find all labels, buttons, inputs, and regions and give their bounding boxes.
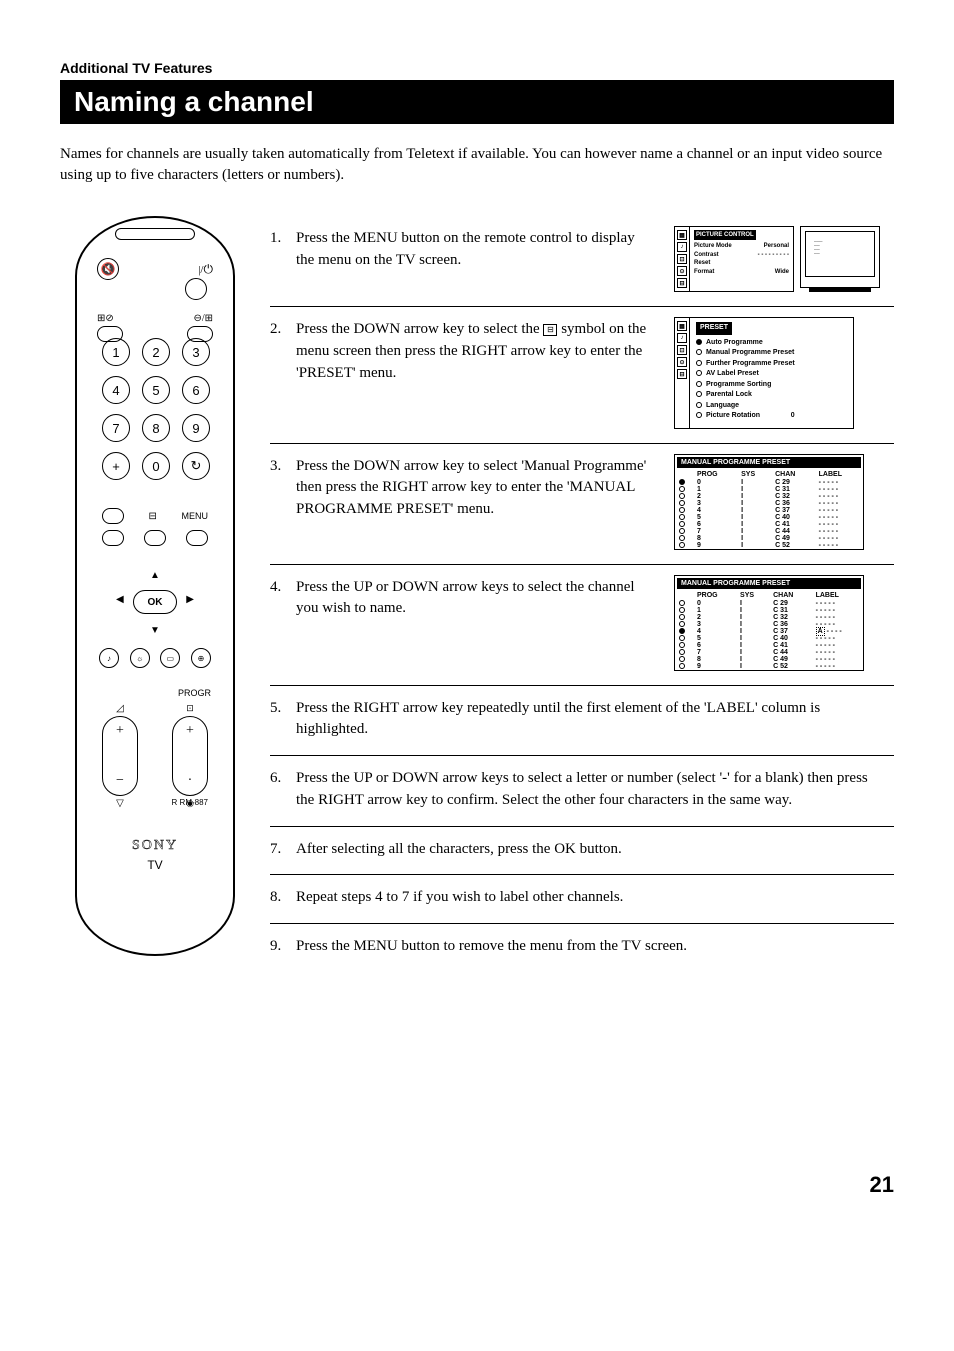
section-label: Additional TV Features	[60, 60, 894, 76]
step-number: 1.	[270, 228, 288, 292]
keypad-key: 0	[142, 452, 170, 480]
step-number: 3.	[270, 456, 288, 550]
tv-label: TV	[77, 858, 233, 872]
keypad-key: 7	[102, 414, 130, 442]
progr-rocker	[172, 716, 208, 796]
volume-rocker	[102, 716, 138, 796]
page-title: Naming a channel	[60, 80, 894, 124]
preset-icon: ⊟	[543, 324, 557, 336]
step-body: Repeat steps 4 to 7 if you wish to label…	[296, 887, 876, 909]
mini-icon-3: ▭	[160, 648, 180, 668]
step-body: Press the DOWN arrow key to select the ⊟…	[296, 319, 656, 429]
step-8: 8. Repeat steps 4 to 7 if you wish to la…	[270, 875, 894, 924]
mini-icon-2: ☼	[130, 648, 150, 668]
step-1: 1. Press the MENU button on the remote c…	[270, 216, 894, 307]
step-body: After selecting all the characters, pres…	[296, 839, 876, 861]
keypad-key: +	[102, 452, 130, 480]
osd-preset: ▦♪⊡⊙⊟ PRESET Auto ProgrammeManual Progra…	[674, 317, 854, 429]
keypad-key: 4	[102, 376, 130, 404]
small-oval-1	[102, 508, 124, 524]
step-2: 2. Press the DOWN arrow key to select th…	[270, 307, 894, 444]
step-body: Press the UP or DOWN arrow keys to selec…	[296, 768, 876, 812]
step-number: 7.	[270, 839, 288, 861]
step-body: Press the UP or DOWN arrow keys to selec…	[296, 577, 656, 671]
step-number: 9.	[270, 936, 288, 958]
small-oval-3	[144, 530, 166, 546]
small-oval-2	[102, 530, 124, 546]
mute-icon: 🔇	[97, 258, 119, 280]
keypad-key: 3	[182, 338, 210, 366]
keypad-key: 9	[182, 414, 210, 442]
page-number: 21	[60, 1172, 894, 1198]
osd-mpp-2: MANUAL PROGRAMME PRESET PROGSYSCHANLABEL…	[674, 575, 864, 671]
keypad-key: 5	[142, 376, 170, 404]
step-number: 6.	[270, 768, 288, 812]
mini-icon-1: ♪	[99, 648, 119, 668]
keypad-key: 2	[142, 338, 170, 366]
step-body: Press the MENU button on the remote cont…	[296, 228, 656, 292]
step-body: Press the DOWN arrow key to select 'Manu…	[296, 456, 656, 550]
step-5: 5. Press the RIGHT arrow key repeatedly …	[270, 686, 894, 757]
step-body: Press the MENU button to remove the menu…	[296, 936, 876, 958]
power-button	[185, 278, 207, 300]
step-9: 9. Press the MENU button to remove the m…	[270, 924, 894, 972]
keypad-key: 8	[142, 414, 170, 442]
osd-picture-control: ▦♪⊡⊙⊟ PICTURE CONTROL Picture ModePerson…	[674, 226, 794, 292]
step-body: Press the RIGHT arrow key repeatedly unt…	[296, 698, 876, 742]
step-number: 8.	[270, 887, 288, 909]
step-3: 3. Press the DOWN arrow key to select 'M…	[270, 444, 894, 565]
numeric-keypad: 123 456 789 +0 ↻	[102, 338, 208, 480]
remote-model-label: R RM-887	[172, 798, 208, 807]
step-number: 5.	[270, 698, 288, 742]
intro-text: Names for channels are usually taken aut…	[60, 144, 894, 186]
keypad-key: 1	[102, 338, 130, 366]
brand-label: SONY	[77, 838, 233, 854]
step-number: 4.	[270, 577, 288, 671]
step-number: 2.	[270, 319, 288, 429]
ok-button: OK	[133, 590, 177, 614]
keypad-key: ↻	[182, 452, 210, 480]
remote-illustration: 🔇 |/⏻ ⊞⊘ ⊖/⊞ 123456789+0↻ ⊟ MENU ▲	[75, 216, 235, 956]
small-oval-4	[186, 530, 208, 546]
progr-label: PROGR	[178, 688, 211, 698]
nav-arrows: ▲ ▼ ◀ ▶ OK	[110, 568, 200, 638]
step-7: 7. After selecting all the characters, p…	[270, 827, 894, 876]
keypad-key: 6	[182, 376, 210, 404]
mini-icon-4: ⊕	[191, 648, 211, 668]
step-6: 6. Press the UP or DOWN arrow keys to se…	[270, 756, 894, 827]
tv-illustration: ─────────	[800, 226, 880, 288]
step-4: 4. Press the UP or DOWN arrow keys to se…	[270, 565, 894, 686]
osd-mpp-1: MANUAL PROGRAMME PRESET PROGSYSCHANLABEL…	[674, 454, 864, 550]
menu-label: MENU	[181, 511, 208, 521]
